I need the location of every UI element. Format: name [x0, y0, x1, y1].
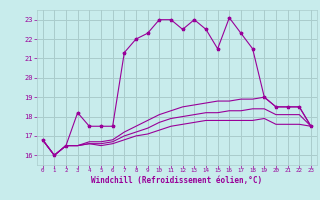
X-axis label: Windchill (Refroidissement éolien,°C): Windchill (Refroidissement éolien,°C) [91, 176, 262, 185]
